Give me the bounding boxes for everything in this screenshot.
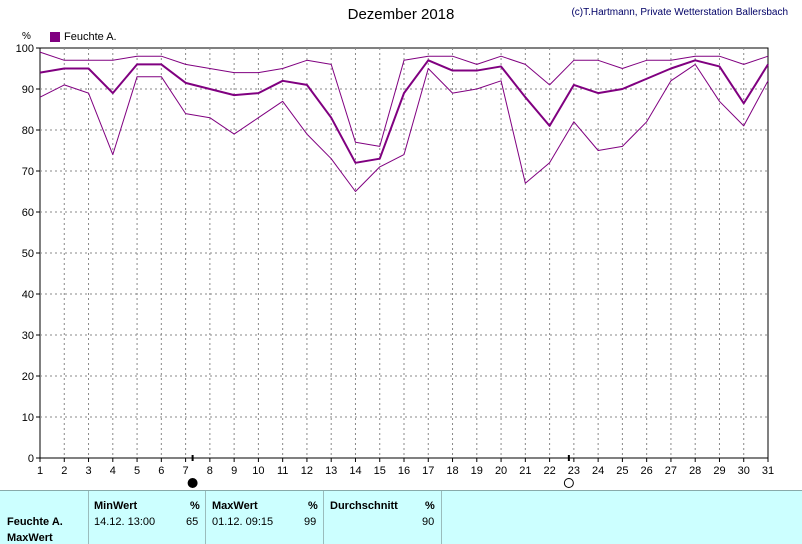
x-tick-label: 26: [641, 465, 653, 477]
credit-text: (c)T.Hartmann, Private Wetterstation Bal…: [571, 7, 788, 18]
x-tick-label: 22: [543, 465, 555, 477]
y-tick-label: 0: [28, 453, 34, 465]
x-tick-label: 19: [471, 465, 483, 477]
y-tick-label: 60: [22, 207, 34, 219]
x-tick-label: 28: [689, 465, 701, 477]
x-tick-label: 13: [325, 465, 337, 477]
chart-title: Dezember 2018: [347, 6, 455, 23]
min-unit: %: [190, 500, 200, 512]
x-tick-label: 12: [301, 465, 313, 477]
y-tick-label: 10: [22, 412, 34, 424]
min-header: MinWert: [94, 500, 138, 512]
x-tick-label: 31: [762, 465, 774, 477]
x-tick-label: 18: [446, 465, 458, 477]
legend: Feuchte A.: [50, 31, 117, 43]
full-moon-icon: [563, 478, 574, 488]
avg-header: Durchschnitt: [330, 500, 398, 512]
x-tick-label: 25: [616, 465, 628, 477]
avg-value: 90: [422, 516, 435, 528]
x-tick-label: 1: [37, 465, 43, 477]
series-line-max: [39, 51, 769, 147]
x-tick-label: 7: [183, 465, 189, 477]
x-tick-label: 3: [85, 465, 91, 477]
x-tick-label: 2: [61, 465, 67, 477]
y-tick-label: 70: [22, 166, 34, 178]
x-tick-label: 24: [592, 465, 604, 477]
x-tick-label: 15: [374, 465, 386, 477]
max-value: 99: [304, 516, 317, 528]
x-tick-label: 21: [519, 465, 531, 477]
y-tick-label: 50: [22, 248, 34, 260]
x-tick-label: 8: [207, 465, 213, 477]
x-tick-label: 20: [495, 465, 507, 477]
x-tick-label: 17: [422, 465, 434, 477]
y-tick-label: 90: [22, 84, 34, 96]
min-time: 14.12. 13:00: [94, 516, 156, 528]
new-moon-icon: [187, 478, 198, 488]
x-tick-label: 10: [252, 465, 264, 477]
series-line-mean: [39, 59, 769, 164]
row-label-maxwert: MaxWert: [7, 532, 53, 544]
x-tick-label: 4: [110, 465, 116, 477]
row-label-feuchte: Feuchte A.: [7, 516, 63, 528]
max-unit: %: [308, 500, 318, 512]
y-tick-label: 100: [16, 43, 34, 55]
x-tick-label: 9: [231, 465, 237, 477]
x-tick-label: 27: [665, 465, 677, 477]
x-tick-label: 30: [738, 465, 750, 477]
max-header: MaxWert: [212, 500, 258, 512]
series-line-min: [39, 63, 769, 192]
max-time: 01.12. 09:15: [212, 516, 274, 528]
x-tick-label: 11: [277, 465, 288, 477]
y-tick-label: 30: [22, 330, 34, 342]
x-tick-label: 23: [568, 465, 580, 477]
legend-label: Feuchte A.: [64, 31, 117, 43]
y-tick-label: 40: [22, 289, 34, 301]
y-axis-unit: %: [22, 31, 31, 42]
y-tick-label: 80: [22, 125, 34, 137]
x-tick-label: 16: [398, 465, 410, 477]
x-tick-label: 29: [713, 465, 725, 477]
avg-unit: %: [425, 500, 435, 512]
y-tick-label: 20: [22, 371, 34, 383]
x-tick-label: 5: [134, 465, 140, 477]
x-tick-label: 14: [349, 465, 361, 477]
x-tick-label: 6: [158, 465, 164, 477]
min-value: 65: [186, 516, 199, 528]
legend-swatch: [50, 32, 60, 42]
stats-table: MinWert % MaxWert % Durchschnitt % Feuch…: [0, 490, 802, 544]
